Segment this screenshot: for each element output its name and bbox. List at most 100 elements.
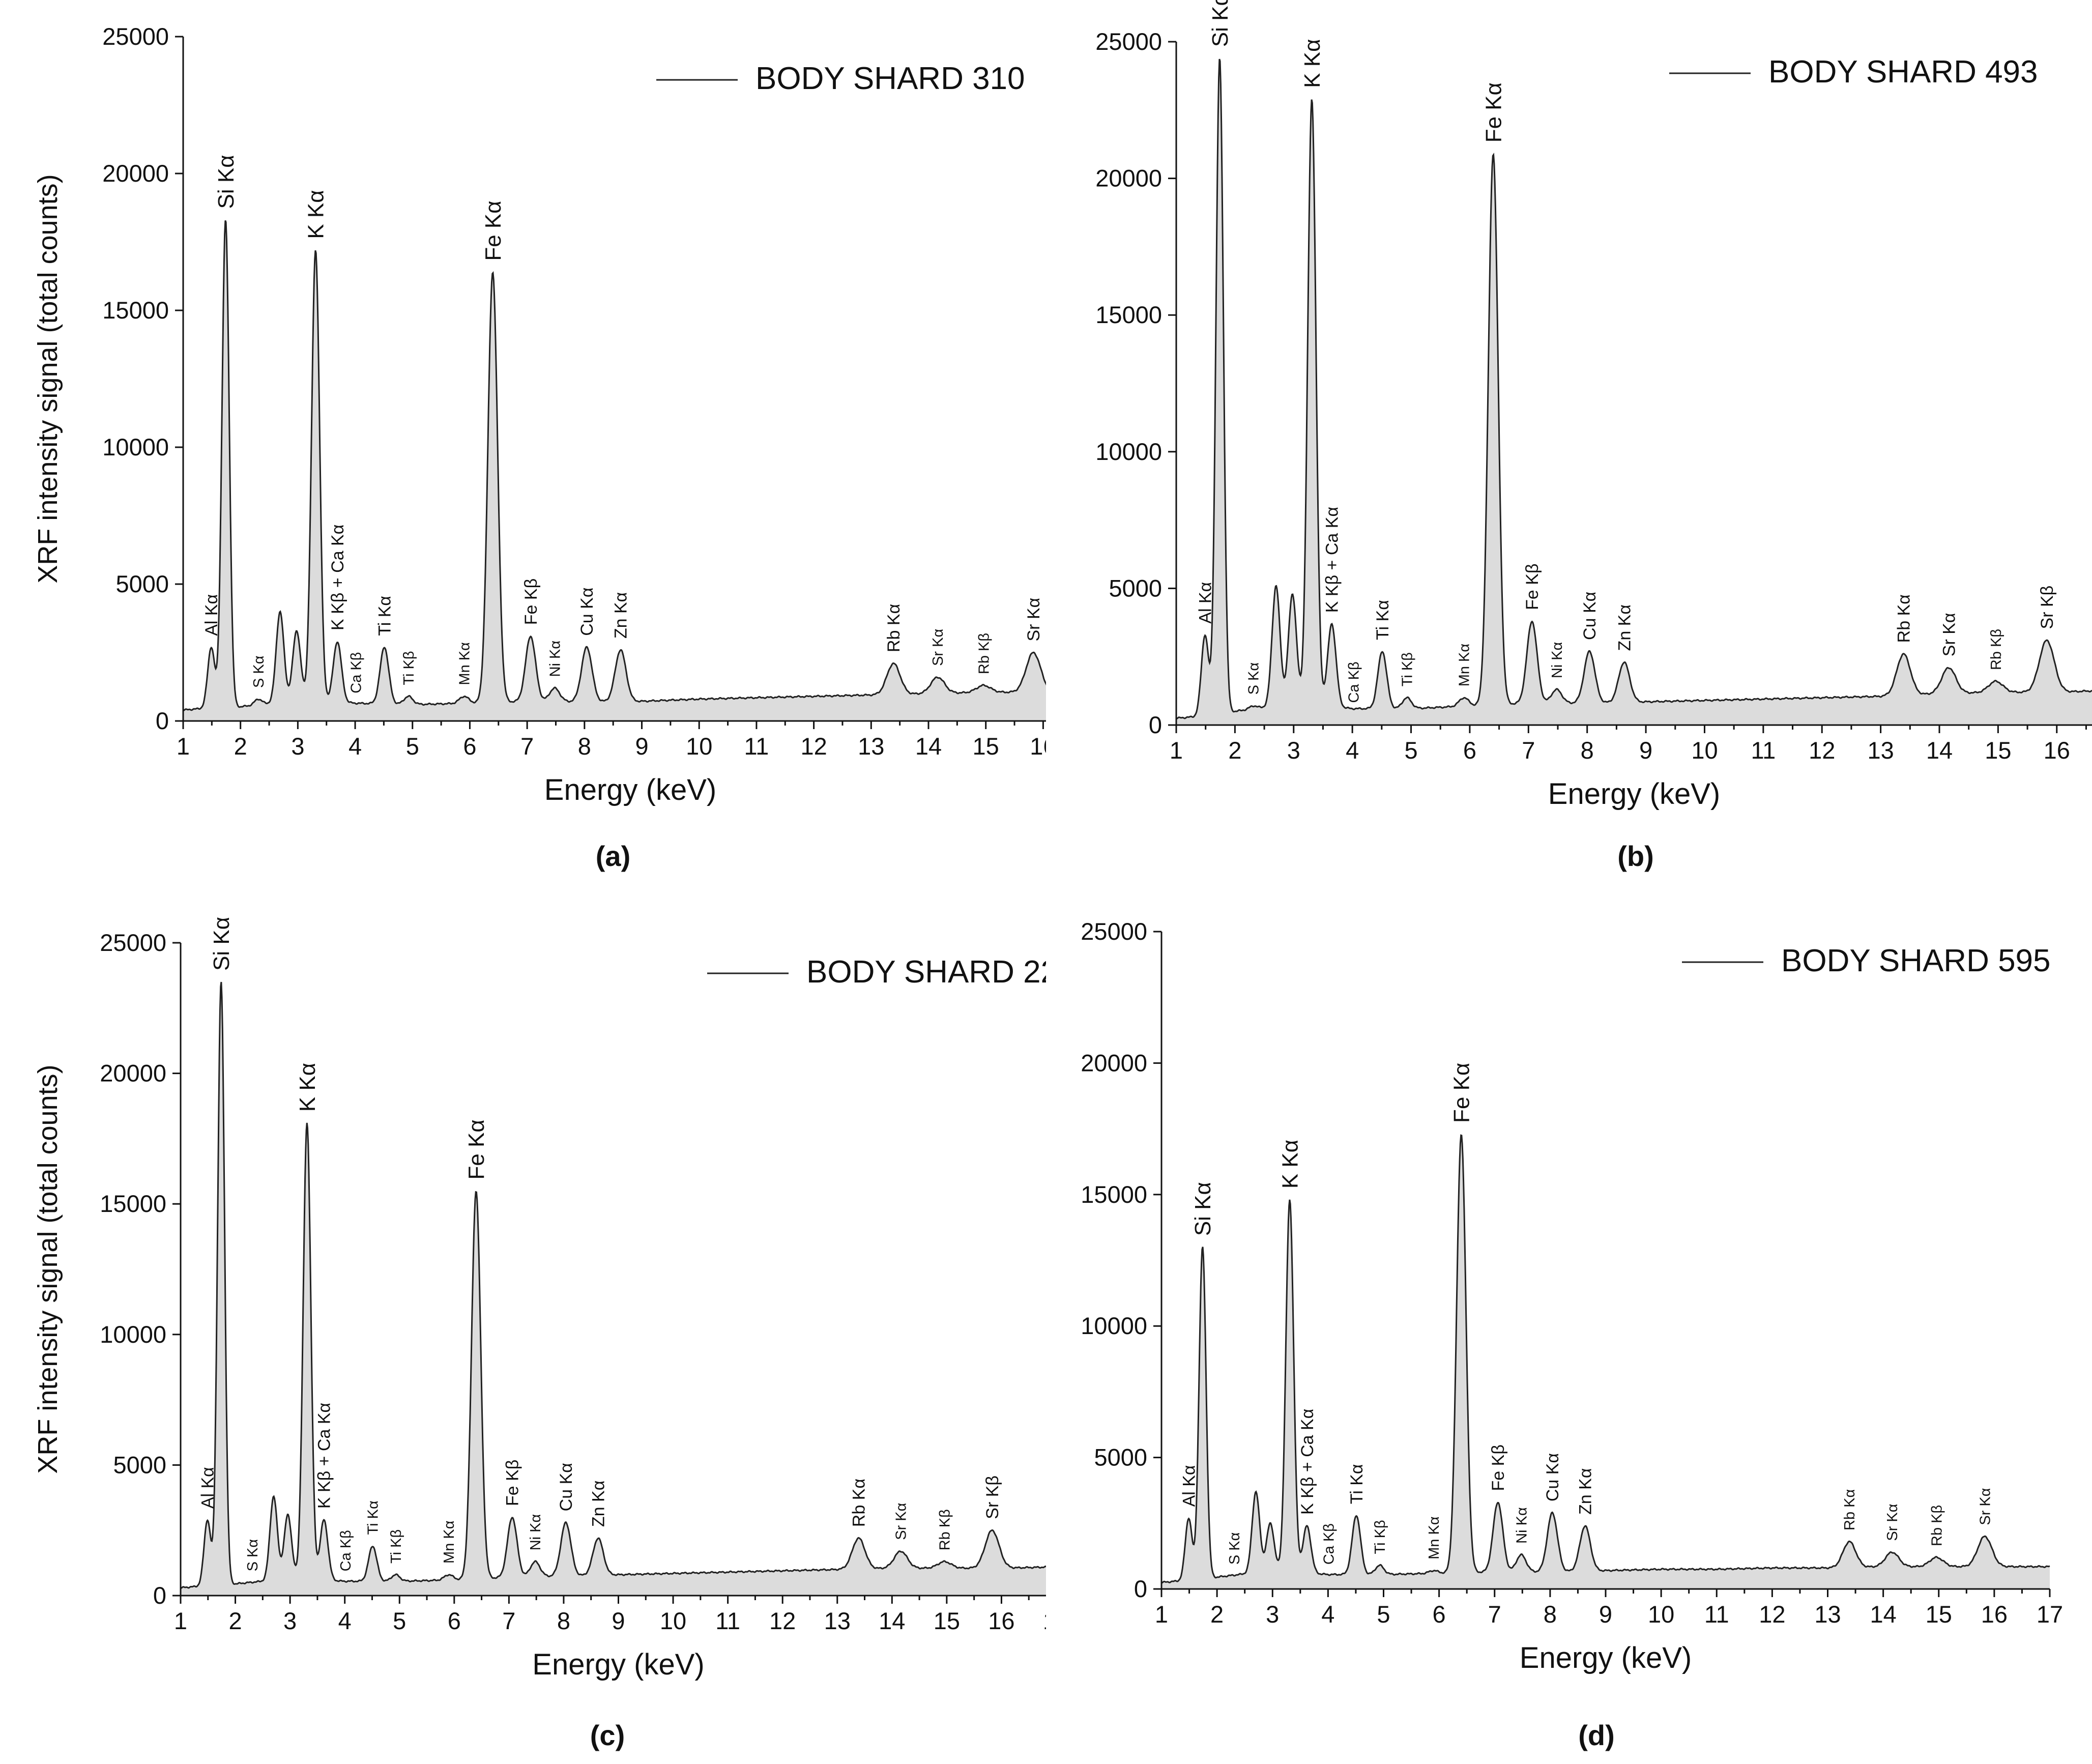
- peak-label: Ti Kβ: [401, 651, 417, 685]
- peak-label: Al Kα: [198, 1467, 218, 1509]
- peak-label: Cu Kα: [1580, 592, 1600, 640]
- peak-label: Rb Kα: [1895, 594, 1914, 643]
- peak-label: Mn Kα: [1457, 644, 1473, 686]
- peak-label: Fe Kα: [481, 200, 506, 261]
- x-tick-label: 11: [1704, 1601, 1729, 1628]
- x-tick-label: 1: [174, 1607, 187, 1634]
- y-tick-label: 15000: [100, 1190, 166, 1217]
- peak-label: Ni Kα: [547, 641, 563, 677]
- peak-label: Rb Kα: [850, 1479, 869, 1527]
- peak-label: Rb Kβ: [1929, 1505, 1945, 1546]
- peak-label: Zn Kα: [1615, 604, 1634, 651]
- peak-label: S Kα: [1245, 662, 1262, 695]
- peak-label: Ti Kβ: [1400, 652, 1416, 686]
- y-tick-label: 0: [1134, 1575, 1147, 1602]
- peak-label: Sr Kα: [930, 629, 946, 666]
- y-tick-label: 0: [156, 707, 169, 734]
- x-tick-label: 3: [1287, 737, 1300, 764]
- y-tick-label: 25000: [100, 929, 166, 956]
- peak-label: Fe Kβ: [521, 579, 541, 625]
- peak-label: Cu Kα: [1543, 1453, 1562, 1501]
- x-tick-label: 7: [502, 1607, 515, 1634]
- peak-label: Ni Kα: [1514, 1507, 1530, 1544]
- legend-label: BODY SHARD 310: [756, 61, 1025, 96]
- x-tick-label: 12: [1809, 737, 1835, 764]
- peak-label: Rb Kβ: [976, 633, 992, 674]
- x-tick-label: 10: [1648, 1601, 1674, 1628]
- peak-label: Mn Kα: [1426, 1516, 1442, 1559]
- peak-label: Sr Kα: [893, 1503, 910, 1540]
- x-tick-label: 12: [800, 733, 827, 760]
- x-tick-label: 9: [612, 1607, 625, 1634]
- peak-label: Fe Kα: [464, 1119, 489, 1179]
- x-tick-label: 15: [973, 733, 999, 760]
- x-tick-label: 7: [520, 733, 534, 760]
- x-tick-label: 17: [1043, 1607, 1046, 1634]
- peak-label: Si Kα: [1190, 1182, 1215, 1236]
- x-tick-label: 1: [1170, 737, 1183, 764]
- x-tick-label: 12: [769, 1607, 796, 1634]
- peak-label: Ti Kα: [375, 596, 394, 636]
- peak-label: S Kα: [251, 655, 267, 688]
- y-tick-label: 25000: [1081, 918, 1147, 945]
- x-tick-label: 3: [291, 733, 304, 760]
- x-tick-label: 16: [1981, 1601, 2008, 1628]
- y-tick-label: 10000: [100, 1321, 166, 1348]
- x-tick-label: 10: [686, 733, 712, 760]
- peak-label: Rb Kα: [1842, 1489, 1858, 1530]
- x-tick-label: 4: [338, 1607, 352, 1634]
- y-tick-label: 5000: [1094, 1444, 1147, 1471]
- x-axis-label: Energy (keV): [544, 773, 716, 806]
- y-tick-label: 10000: [102, 433, 169, 460]
- peak-label: Fe Kα: [1481, 82, 1506, 142]
- peak-label: Sr Kα: [1884, 1503, 1901, 1541]
- peak-label: Zn Kα: [1576, 1468, 1595, 1514]
- x-tick-label: 10: [660, 1607, 686, 1634]
- peak-label: Sr Kβ: [983, 1476, 1002, 1519]
- y-tick-label: 20000: [1081, 1049, 1147, 1076]
- x-tick-label: 13: [1867, 737, 1894, 764]
- peak-label: K Kα: [1277, 1140, 1302, 1189]
- chart-panel-c: 0 5000 10000 15000 20000 25000 1 2 3 4 5 6 7 8 9 10 11 12…: [0, 882, 1046, 1763]
- x-tick-label: 3: [1266, 1601, 1279, 1628]
- x-tick-label: 13: [1814, 1601, 1841, 1628]
- x-tick-label: 15: [1926, 1601, 1952, 1628]
- x-tick-label: 11: [1751, 737, 1776, 764]
- x-tick-label: 4: [1346, 737, 1359, 764]
- x-tick-label: 2: [234, 733, 247, 760]
- spectrum-line: [183, 220, 1046, 711]
- y-tick-label: 5000: [113, 1451, 166, 1478]
- peak-label: Ca Kβ: [1346, 661, 1362, 703]
- chart-panel-b: 0 5000 10000 15000 20000 25000 1 2 3 4 5 6 7 8 9 10 11 12…: [1046, 0, 2092, 882]
- x-tick-label: 8: [1581, 737, 1594, 764]
- x-tick-label: 14: [1926, 737, 1953, 764]
- y-tick-label: 15000: [1081, 1181, 1147, 1208]
- x-tick-label: 5: [393, 1607, 406, 1634]
- x-tick-label: 11: [715, 1607, 740, 1634]
- x-tick-label: 7: [1488, 1601, 1501, 1628]
- peak-label: Ti Kα: [1373, 600, 1392, 640]
- x-tick-label: 5: [406, 733, 419, 760]
- x-tick-label: 14: [915, 733, 942, 760]
- x-tick-label: 8: [1544, 1601, 1557, 1628]
- x-tick-label: 6: [1463, 737, 1476, 764]
- x-tick-label: 5: [1377, 1601, 1390, 1628]
- peak-label: Cu Kα: [577, 587, 597, 635]
- spectrum-area: [183, 220, 1046, 721]
- y-tick-label: 0: [153, 1582, 166, 1609]
- chart-panel-d: 0 5000 10000 15000 20000 25000 1 2 3 4 5 6 7 8 9 10 11 12…: [1046, 882, 2092, 1763]
- peak-label: Al Kα: [202, 594, 221, 636]
- peak-label: Ca Kβ: [348, 652, 364, 693]
- x-tick-label: 1: [177, 733, 190, 760]
- x-axis-label: Energy (keV): [532, 1648, 704, 1681]
- x-tick-label: 13: [858, 733, 884, 760]
- x-tick-label: 15: [934, 1607, 960, 1634]
- peak-label: Ni Kα: [528, 1514, 544, 1551]
- x-tick-label: 15: [1985, 737, 2011, 764]
- x-tick-label: 13: [824, 1607, 851, 1634]
- peak-label: Fe Kβ: [503, 1460, 522, 1506]
- peak-label: Rb Kα: [884, 604, 904, 652]
- legend-label: BODY SHARD 22: [806, 955, 1046, 990]
